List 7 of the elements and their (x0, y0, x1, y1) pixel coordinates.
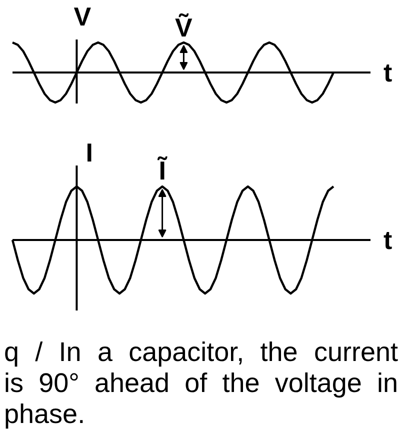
x-axis-title: t (384, 225, 392, 255)
y-axis-title: V (74, 2, 92, 32)
text: q / In a capacitor, the current is 90° ahead of the voltage in phase. (3, 336, 399, 430)
annotation: Ṽ (175, 12, 194, 42)
y-axis-title: I (86, 138, 93, 168)
annotation: Ĩ (156, 156, 168, 186)
x-axis-title: t (384, 58, 392, 88)
